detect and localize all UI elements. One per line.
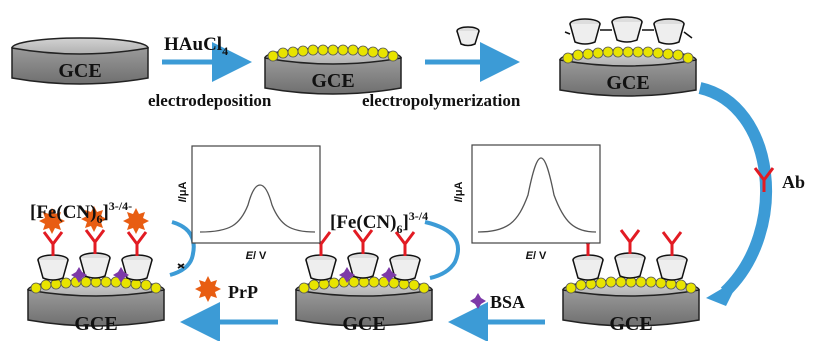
gold-nanoparticle-layer: [562, 46, 694, 64]
bsa-molecules: [339, 267, 397, 283]
step-arrow-electrodeposition: HAuCl4: [162, 34, 252, 82]
dpv-plot-small: I/μA E/ V: [177, 145, 321, 262]
dpv-plot-large: I/μA E/ V: [453, 144, 601, 262]
electrode-polymer: GCE: [559, 16, 697, 97]
captured-prion-proteins: [39, 206, 149, 234]
bsa-label: BSA: [490, 292, 525, 312]
gold-precursor-label: HAuCl: [164, 34, 222, 55]
gce-label: GCE: [606, 72, 649, 94]
electropolymerization-label: electropolymerization: [362, 91, 521, 110]
redox-probe-label-left: [Fe(CN)6]3-/4-: [30, 199, 132, 226]
curved-arrow-antibody-step: [698, 82, 773, 297]
electrodeposition-label: electrodeposition: [148, 91, 272, 110]
prion-icon: [195, 276, 221, 302]
gce-label: GCE: [74, 313, 117, 335]
bsa-icon: [470, 293, 486, 309]
svg-text:HAuCl4: HAuCl4: [164, 34, 228, 58]
curved-arrow-head: [706, 278, 740, 306]
gold-precursor-subscript: 4: [222, 44, 228, 58]
step-arrow-prp: PrP: [180, 276, 278, 341]
cyclodextrin-monomer-icon: [456, 26, 480, 47]
antibody-legend: Ab: [753, 167, 805, 192]
probe-arrow-left: [169, 220, 196, 277]
gce-label: GCE: [609, 313, 652, 335]
dpv-curve-small: [199, 184, 316, 233]
antibody-icon: [753, 167, 775, 192]
electrode-bare: GCE: [11, 37, 149, 85]
blocked-cross-icon: [177, 263, 185, 269]
electrode-antibody: GCE: [562, 229, 700, 335]
gce-label: GCE: [58, 60, 101, 82]
gce-label: GCE: [342, 313, 385, 335]
dpv-curve-large: [477, 157, 597, 233]
plot-xlabel: E/ V: [246, 250, 267, 262]
electrode-bsa-blocked: GCE: [295, 229, 433, 335]
plot-frame: [191, 145, 321, 244]
plot-xlabel: E/ V: [526, 250, 547, 262]
cyclodextrin-cups: [564, 16, 693, 45]
plot-ylabel: I/μA: [453, 182, 465, 203]
gce-label: GCE: [311, 70, 354, 92]
gold-nanoparticle-layer: [267, 44, 399, 62]
electrode-aunp: GCE: [264, 44, 402, 95]
prion-label: PrP: [228, 282, 258, 302]
probe-arrow-right: [424, 220, 461, 280]
antibody-label: Ab: [782, 172, 805, 192]
step-arrow-bsa: BSA: [448, 292, 545, 341]
electrode-prp-captured: GCE: [27, 206, 165, 335]
plot-ylabel: I/μA: [177, 182, 189, 203]
redox-probe-label-right: [Fe(CN)6]3-/4: [330, 209, 428, 236]
step-arrow-electropolymerization: [425, 26, 520, 82]
plot-frame: [471, 144, 601, 244]
